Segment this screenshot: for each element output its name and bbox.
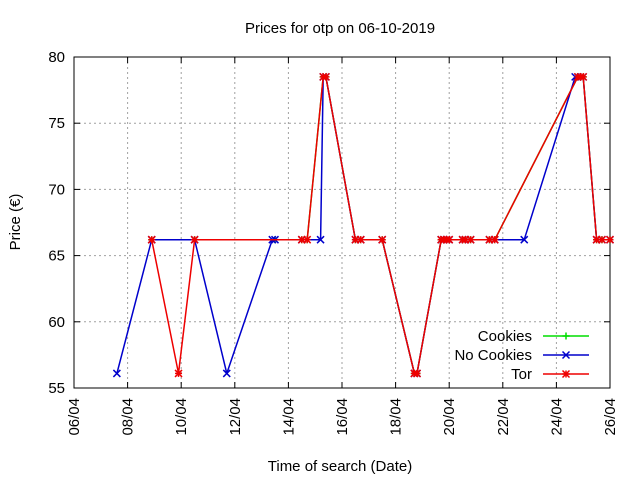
x-tick-label: 26/04 (602, 398, 619, 436)
plot-frame (73, 56, 611, 389)
data-point-tor (605, 235, 615, 244)
data-point-tor (174, 369, 183, 378)
x-tick-label: 12/04 (227, 398, 244, 436)
series-no-cookies (112, 72, 615, 378)
data-point-tor (190, 235, 199, 244)
data-point-no-cookies (316, 235, 325, 244)
data-point-no-cookies (222, 369, 231, 378)
series-line-no-cookies (116, 76, 610, 375)
x-tick-label: 10/04 (173, 398, 190, 436)
x-axis-label: Time of search (Date) (268, 458, 413, 475)
legend-marker-no-cookies (561, 350, 571, 360)
data-point-tor (147, 235, 156, 244)
data-point-tor (445, 235, 454, 244)
y-tick-label: 75 (48, 115, 65, 132)
chart-title: Prices for otp on 06-10-2019 (245, 20, 435, 37)
series-tor (147, 72, 615, 378)
legend-label-no-cookies: No Cookies (454, 347, 532, 364)
legend-marker-cookies (562, 332, 570, 340)
axis-ticks: 55 60 65 70 75 80 06/04 08/04 10/04 12/04 14/04 16/… (48, 49, 619, 436)
series-line-cookies (151, 76, 610, 375)
legend-marker-tor (561, 369, 571, 379)
x-tick-label: 24/04 (548, 398, 565, 436)
data-point-no-cookies (520, 235, 529, 244)
x-tick-label: 08/04 (120, 398, 137, 436)
data-point-tor (466, 235, 475, 244)
data-point-tor (356, 235, 365, 244)
series-cookies (148, 73, 614, 377)
legend: Cookies No Cookies Tor (454, 328, 589, 383)
series-layer (112, 72, 615, 378)
data-point-tor (597, 235, 606, 244)
data-point-tor (321, 72, 330, 81)
x-tick-label: 20/04 (441, 398, 458, 436)
legend-label-tor: Tor (511, 366, 532, 383)
y-tick-label: 60 (48, 314, 65, 331)
data-point-tor (579, 72, 588, 81)
data-point-tor (303, 235, 312, 244)
data-point-no-cookies (112, 369, 121, 378)
data-point-tor (413, 369, 422, 378)
y-tick-label: 65 (48, 248, 65, 265)
series-line-tor (150, 76, 610, 375)
y-axis-label: Price (€) (7, 194, 24, 251)
data-point-tor (490, 235, 499, 244)
x-tick-label: 22/04 (495, 398, 512, 436)
x-tick-label: 16/04 (334, 398, 351, 436)
y-tick-label: 80 (48, 49, 65, 66)
x-tick-label: 18/04 (388, 398, 405, 436)
x-tick-label: 06/04 (66, 398, 83, 436)
x-tick-label: 14/04 (280, 398, 297, 436)
y-tick-label: 55 (48, 380, 65, 397)
legend-label-cookies: Cookies (478, 328, 532, 345)
y-tick-label: 70 (48, 181, 65, 198)
data-point-tor (378, 235, 387, 244)
